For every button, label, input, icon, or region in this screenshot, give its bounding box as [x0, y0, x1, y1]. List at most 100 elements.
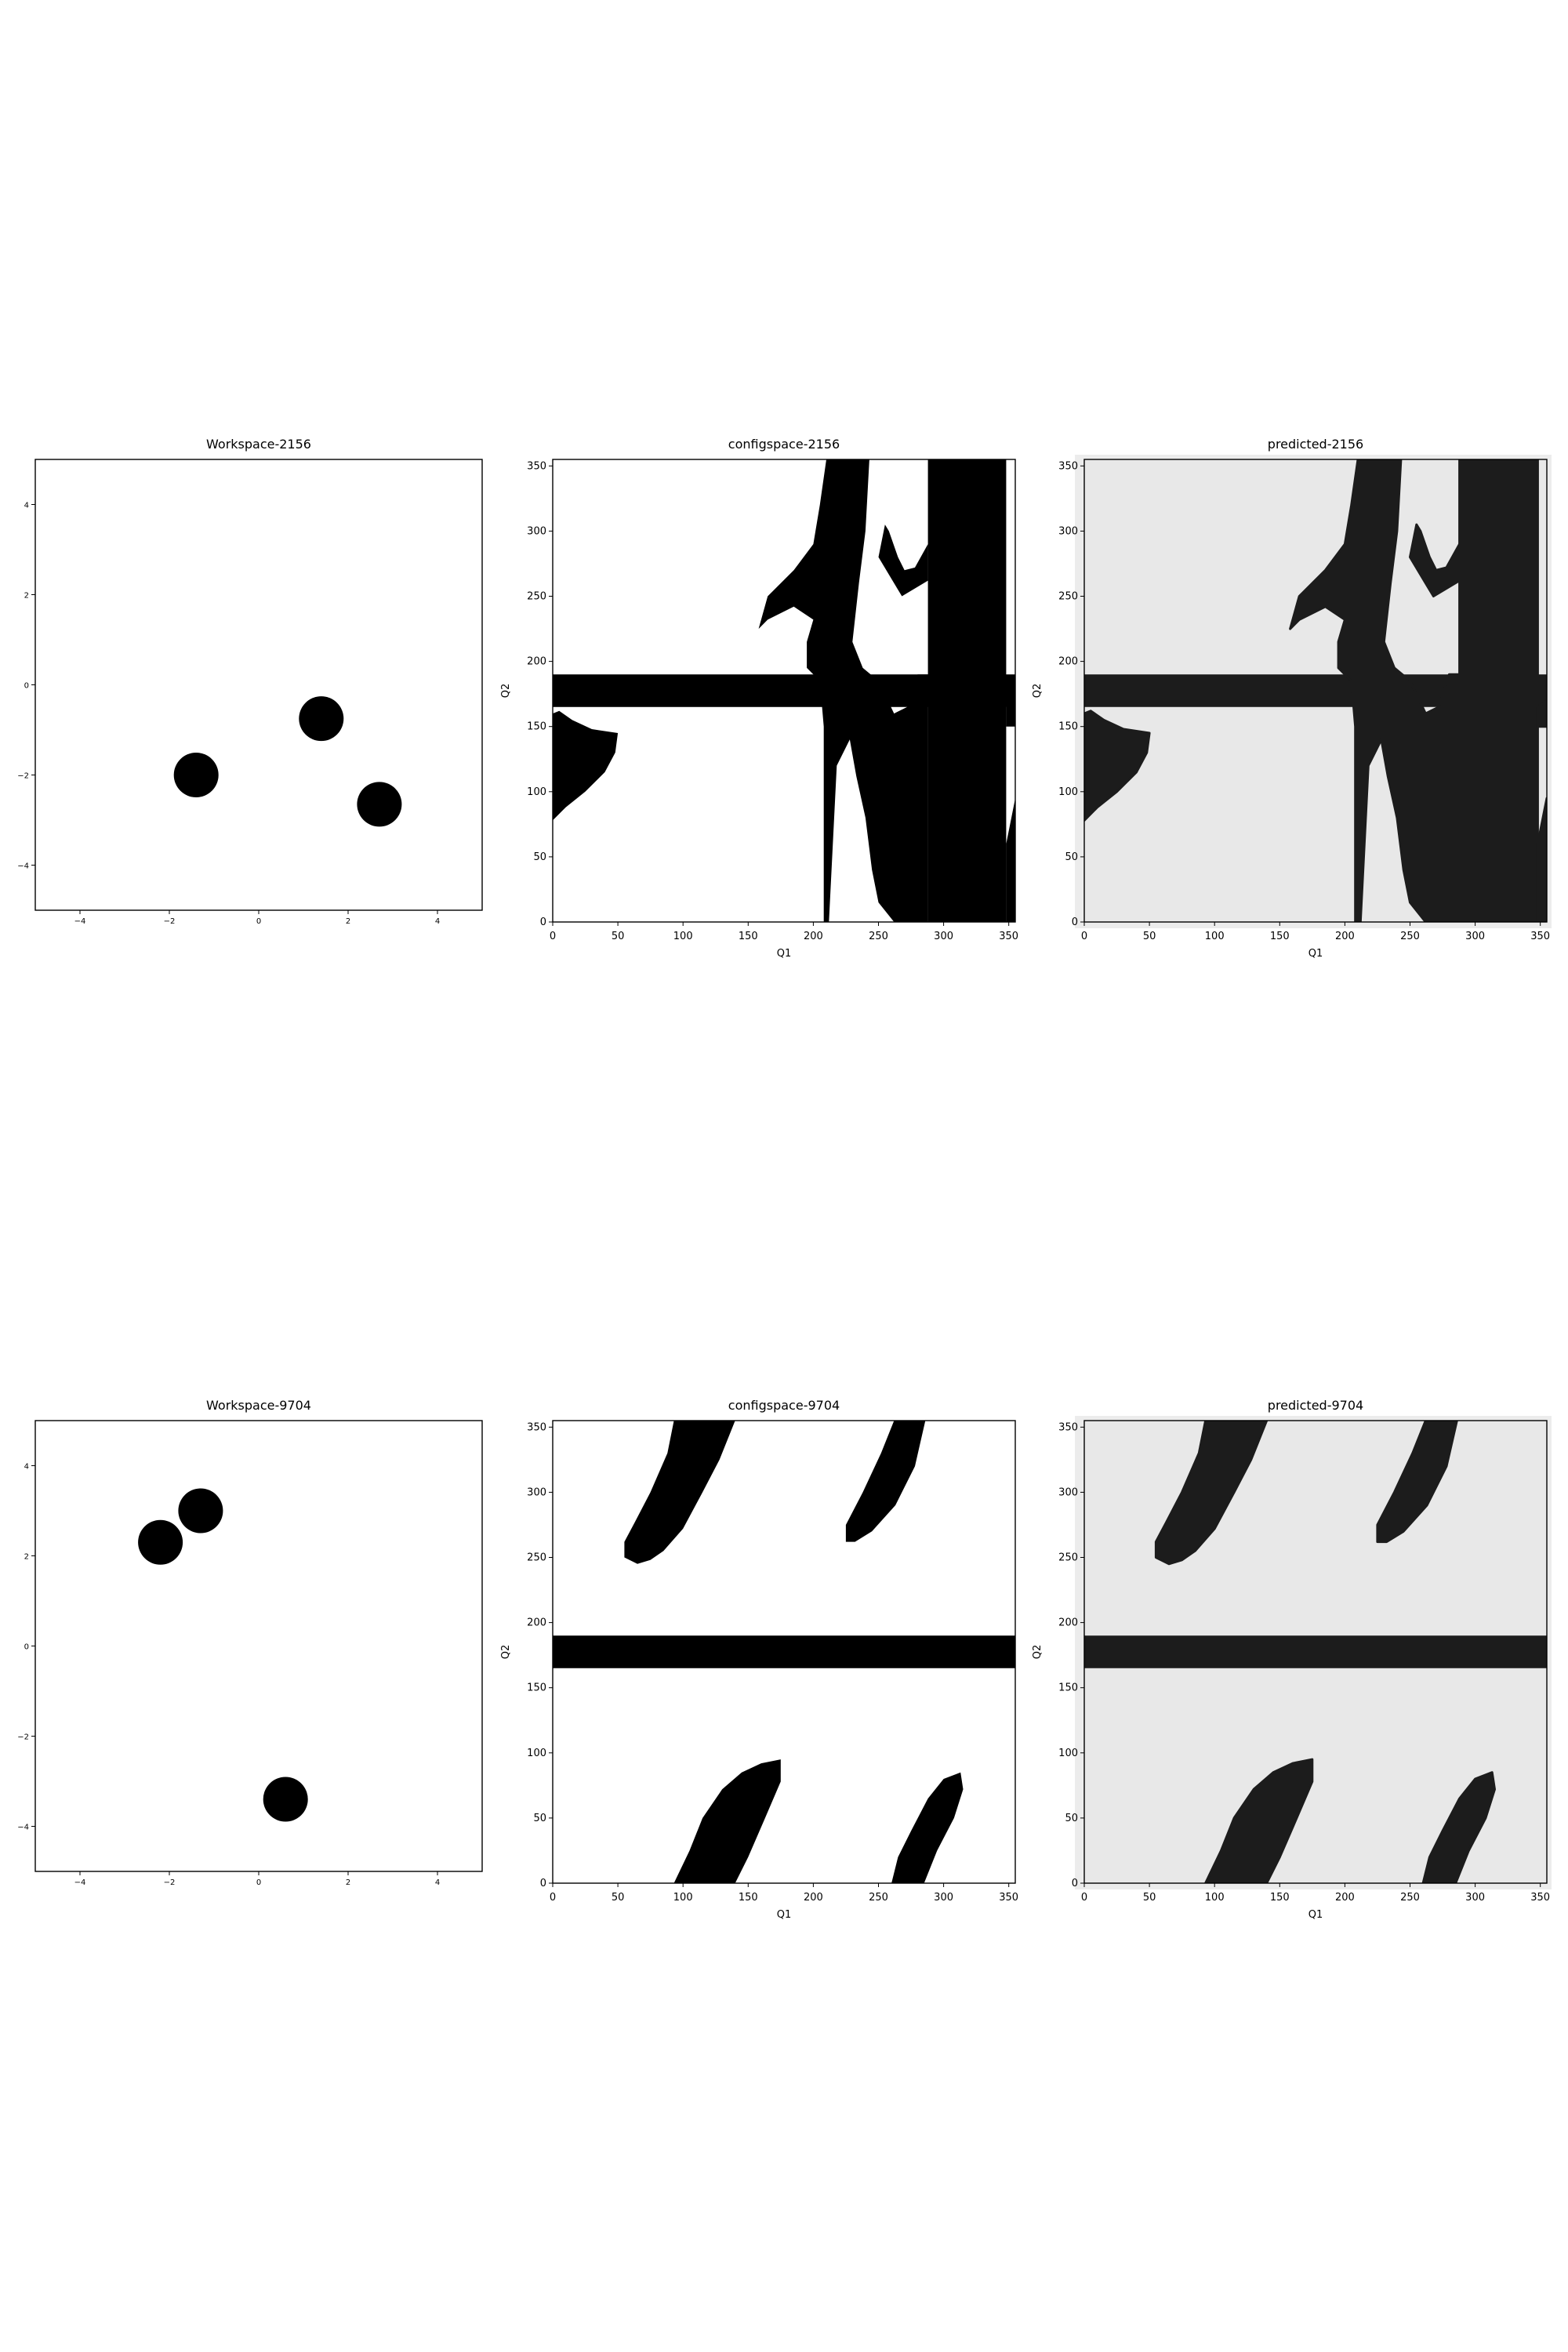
- x-axis-label: Q1: [777, 948, 792, 960]
- x-tick-label: 150: [1270, 931, 1290, 942]
- y-axis-label: Q2: [500, 1645, 512, 1660]
- collision-region-5: [891, 1772, 964, 1883]
- x-tick-label: 250: [1400, 1892, 1420, 1904]
- y-tick-label: 300: [527, 525, 546, 537]
- x-axis-label: Q1: [1308, 1909, 1323, 1921]
- y-tick-label: 4: [24, 502, 29, 510]
- x-tick-label: 100: [1205, 1892, 1225, 1904]
- plot-area: [553, 459, 1015, 922]
- chart-panel-4: −4 −2 0 2 4 −4 −2 0 2 4 Workspace-9704: [17, 1398, 483, 1887]
- axes-frame: [1083, 459, 1548, 923]
- x-tick-label: 0: [256, 917, 261, 926]
- collision-region-4: [1204, 1758, 1314, 1883]
- chart-title: predicted-2156: [1268, 437, 1363, 452]
- y-tick-label: 0: [1072, 1878, 1078, 1889]
- x-tick-label: 150: [739, 1892, 758, 1904]
- collision-region-4: [1409, 523, 1461, 597]
- x-tick-label: −4: [74, 1878, 86, 1887]
- x-tick-label: 50: [612, 931, 625, 942]
- y-tick-label: 350: [1058, 460, 1078, 472]
- collision-region-2: [1289, 459, 1461, 922]
- obstacle-circle-1: [138, 1519, 183, 1565]
- x-tick-label: 0: [550, 1892, 556, 1904]
- obstacle-circle-3: [263, 1777, 308, 1822]
- y-tick-label: 250: [527, 591, 546, 603]
- x-tick-label: 0: [550, 931, 556, 942]
- y-tick-label: 300: [1058, 1486, 1078, 1498]
- x-tick-label: 150: [739, 931, 758, 942]
- collision-region-2: [1154, 1421, 1269, 1566]
- obstacle-circle-2: [178, 1488, 223, 1534]
- x-tick-label: −2: [164, 917, 176, 926]
- obstacle-circle-3: [357, 782, 402, 827]
- collision-region-2: [758, 459, 928, 922]
- y-tick-label: 350: [1058, 1421, 1078, 1433]
- collision-region-4: [673, 1759, 781, 1883]
- y-tick-label: 4: [24, 1463, 29, 1472]
- plot-background: [35, 1421, 482, 1871]
- y-tick-label: 100: [527, 1748, 546, 1759]
- x-tick-label: 0: [1081, 1892, 1087, 1904]
- chart-panel-1: −4 −2 0 2 4 −4 −2 0 2 4 Workspace-2156: [17, 437, 483, 926]
- chart-panel-3: 0 50 100 150 200 250 300 350 0 50 100 150 200 250 300 3…: [1032, 437, 1552, 960]
- x-tick-label: 250: [1400, 931, 1420, 942]
- x-tick-label: 150: [1270, 1892, 1290, 1904]
- obstacle-circle-1: [173, 753, 219, 797]
- y-tick-label: 250: [527, 1552, 546, 1564]
- x-tick-label: −2: [164, 1878, 176, 1887]
- plot-area: [173, 696, 402, 827]
- y-tick-label: 50: [533, 1813, 546, 1824]
- x-tick-label: 4: [435, 917, 440, 926]
- collision-region-4: [878, 524, 928, 597]
- chart-title: predicted-9704: [1268, 1398, 1363, 1413]
- y-tick-label: −2: [17, 1733, 29, 1742]
- collision-region-3: [845, 1421, 926, 1542]
- x-tick-label: 100: [1205, 931, 1225, 942]
- y-tick-label: 150: [527, 721, 546, 733]
- y-tick-label: 350: [527, 1421, 546, 1433]
- chart-title: configspace-9704: [728, 1398, 840, 1413]
- x-tick-label: 100: [673, 1892, 693, 1904]
- chart-title: Workspace-2156: [206, 437, 311, 452]
- y-tick-label: 50: [533, 851, 546, 863]
- x-tick-label: 300: [934, 1892, 953, 1904]
- y-tick-label: 150: [1058, 721, 1078, 733]
- y-tick-label: 50: [1065, 1813, 1078, 1824]
- x-tick-label: 300: [1465, 931, 1485, 942]
- x-tick-label: −4: [74, 917, 86, 926]
- axes-frame: [1083, 1420, 1548, 1884]
- x-tick-label: 2: [346, 917, 350, 926]
- y-tick-label: 0: [1072, 916, 1078, 928]
- y-axis-label: Q2: [1032, 1645, 1044, 1660]
- plot-area: [1084, 1421, 1547, 1883]
- x-tick-label: 4: [435, 1878, 440, 1887]
- x-tick-label: 350: [999, 931, 1018, 942]
- chart-panel-2: 0 50 100 150 200 250 300 350 0 50 100 150 200 250 300 3…: [500, 437, 1018, 960]
- collision-region-5: [553, 710, 619, 821]
- y-axis-label: Q2: [1032, 684, 1044, 699]
- x-tick-label: 0: [256, 1878, 261, 1887]
- x-tick-label: 300: [934, 931, 953, 942]
- plot-area: [138, 1488, 308, 1822]
- x-tick-label: 200: [1335, 1892, 1355, 1904]
- x-tick-label: 350: [1530, 931, 1550, 942]
- x-tick-label: 50: [1143, 1892, 1156, 1904]
- chart-title: Workspace-9704: [206, 1398, 311, 1413]
- plot-area: [553, 1421, 1015, 1883]
- y-tick-label: 0: [24, 682, 29, 691]
- y-tick-label: 250: [1058, 1552, 1078, 1564]
- x-axis-label: Q1: [777, 1909, 792, 1921]
- collision-band-1: [553, 1635, 1015, 1668]
- x-tick-label: 2: [346, 1878, 350, 1887]
- y-tick-label: 2: [24, 592, 29, 601]
- y-tick-label: 250: [1058, 591, 1078, 603]
- y-tick-label: 100: [527, 786, 546, 798]
- x-tick-label: 350: [999, 1892, 1018, 1904]
- x-tick-label: 50: [1143, 931, 1156, 942]
- x-tick-label: 300: [1465, 1892, 1485, 1904]
- y-tick-label: 200: [1058, 1617, 1078, 1629]
- collision-region-3: [927, 459, 1007, 922]
- y-tick-label: 100: [1058, 1748, 1078, 1759]
- collision-region-3: [1376, 1421, 1458, 1544]
- axes-frame: [552, 1420, 1016, 1884]
